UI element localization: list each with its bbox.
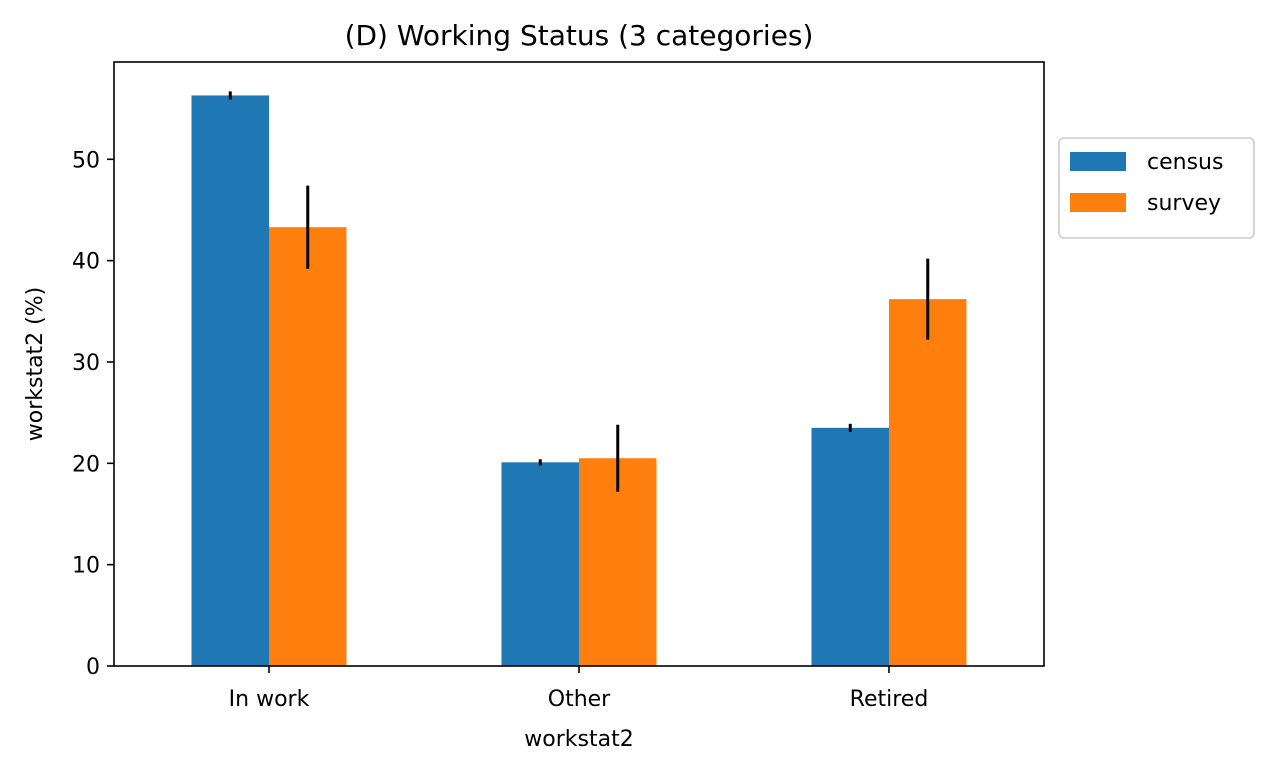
x-tick-label: Retired	[850, 687, 929, 712]
bar-census-1	[501, 462, 579, 666]
y-tick-label: 0	[86, 655, 100, 680]
bar-survey-1	[579, 458, 657, 666]
legend: census survey	[1058, 137, 1255, 239]
bar-census-2	[811, 427, 889, 666]
y-tick-label: 50	[72, 148, 100, 173]
chart-title: (D) Working Status (3 categories)	[345, 19, 814, 52]
x-tick-label: In work	[229, 687, 310, 712]
legend-swatch-survey	[1070, 193, 1126, 212]
bar-census-0	[191, 95, 269, 667]
bar-survey-2	[889, 299, 967, 666]
error-bars-group	[228, 91, 930, 492]
y-tick-label: 30	[72, 351, 100, 376]
bar-survey-0	[269, 227, 347, 666]
bars-group	[191, 95, 967, 667]
legend-swatch-census	[1070, 152, 1126, 171]
legend-label-survey: survey	[1147, 191, 1221, 216]
y-axis: 0 10 20 30 40 50	[72, 148, 114, 680]
y-axis-label: workstat2 (%)	[23, 287, 48, 442]
x-axis: In work Other Retired	[229, 666, 929, 712]
y-tick-label: 20	[72, 452, 100, 477]
y-tick-label: 40	[72, 250, 100, 275]
x-tick-label: Other	[548, 687, 611, 712]
legend-label-census: census	[1147, 150, 1223, 175]
y-tick-label: 10	[72, 554, 100, 579]
x-axis-label: workstat2	[524, 727, 633, 752]
